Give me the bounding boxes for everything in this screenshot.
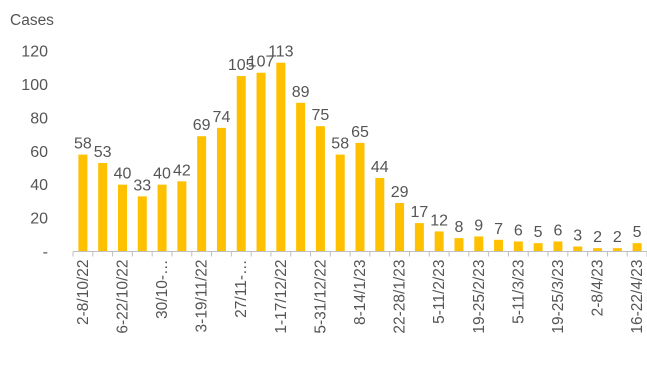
data-label: 58 bbox=[74, 136, 92, 153]
data-label: 107 bbox=[248, 54, 275, 71]
data-label: 29 bbox=[391, 184, 409, 201]
data-label: 74 bbox=[213, 109, 231, 126]
y-tick-label: 60 bbox=[30, 144, 48, 161]
data-label: 44 bbox=[371, 159, 389, 176]
bar bbox=[375, 177, 385, 252]
data-label: 2 bbox=[613, 229, 622, 246]
bar bbox=[513, 241, 523, 252]
data-label: 2 bbox=[593, 229, 602, 246]
x-tick-label: 1-17/12/22 bbox=[273, 260, 290, 334]
data-label: 3 bbox=[573, 227, 582, 244]
y-tick-label: 20 bbox=[30, 211, 48, 228]
x-tick-label: 8-14/1/23 bbox=[352, 260, 369, 326]
y-tick-label: 120 bbox=[21, 44, 48, 61]
x-tick-label: 2-8/4/23 bbox=[590, 260, 607, 317]
bar bbox=[296, 102, 306, 252]
x-axis-ticks: 2-8/10/22 6-22/10/22 30/10-… 3-19/11/22 27/1… bbox=[72, 251, 647, 334]
y-tick-label: - bbox=[43, 244, 48, 261]
bar bbox=[553, 241, 563, 252]
data-label: 40 bbox=[114, 166, 132, 183]
bar bbox=[216, 127, 226, 252]
x-tick-label: 3-19/11/22 bbox=[194, 260, 211, 333]
x-tick-label: 5-11/3/23 bbox=[510, 260, 527, 324]
bar bbox=[434, 231, 444, 252]
data-label: 113 bbox=[268, 44, 294, 61]
data-label: 7 bbox=[494, 221, 503, 238]
y-tick-label: 80 bbox=[30, 110, 48, 127]
data-label: 75 bbox=[312, 107, 330, 124]
data-label: 5 bbox=[534, 224, 543, 241]
data-label: 6 bbox=[514, 222, 523, 239]
x-tick-label: 5-31/12/22 bbox=[312, 260, 329, 334]
bar bbox=[632, 243, 642, 252]
bar bbox=[395, 203, 405, 252]
data-label: 8 bbox=[455, 219, 464, 236]
bar bbox=[414, 223, 424, 252]
bar bbox=[256, 72, 266, 252]
bar bbox=[454, 238, 464, 252]
data-label: 12 bbox=[430, 212, 448, 229]
bar bbox=[137, 196, 147, 252]
bar bbox=[573, 246, 583, 252]
bar bbox=[355, 142, 365, 252]
x-tick-label: 30/10-… bbox=[154, 260, 171, 319]
bar bbox=[335, 154, 345, 252]
bar bbox=[177, 181, 187, 252]
bar bbox=[593, 248, 603, 252]
bar bbox=[98, 162, 108, 252]
data-label: 58 bbox=[331, 136, 349, 153]
data-label: 40 bbox=[153, 166, 171, 183]
data-label: 105 bbox=[228, 57, 255, 74]
data-label: 42 bbox=[173, 162, 191, 179]
bar bbox=[78, 154, 88, 252]
data-label: 6 bbox=[553, 222, 562, 239]
y-axis-title: Cases bbox=[10, 12, 54, 29]
x-tick-label: 5-11/2/23 bbox=[431, 260, 448, 324]
x-tick-label: 22-28/1/23 bbox=[392, 260, 409, 334]
x-tick-label: 16-22/4/23 bbox=[629, 260, 646, 334]
bar bbox=[117, 184, 127, 252]
bar bbox=[474, 236, 484, 252]
x-tick-label: 19-25/2/23 bbox=[471, 260, 488, 334]
data-label: 65 bbox=[351, 124, 369, 141]
bar bbox=[494, 239, 504, 252]
y-tick-label: 40 bbox=[30, 177, 48, 194]
data-label: 89 bbox=[292, 84, 310, 101]
bar bbox=[315, 126, 325, 252]
y-tick-label: 100 bbox=[21, 77, 48, 94]
x-tick-label: 2-8/10/22 bbox=[75, 260, 92, 326]
x-tick-label: 19-25/3/23 bbox=[550, 260, 567, 334]
bars bbox=[78, 62, 642, 252]
data-label: 53 bbox=[94, 144, 112, 161]
data-label: 33 bbox=[133, 177, 151, 194]
data-label: 17 bbox=[410, 204, 428, 221]
bar bbox=[157, 184, 167, 252]
bar bbox=[236, 76, 246, 252]
bar bbox=[276, 62, 286, 252]
bar bbox=[533, 243, 543, 252]
x-tick-label: 27/11-… bbox=[233, 260, 250, 318]
bar bbox=[612, 248, 622, 252]
bar bbox=[197, 136, 207, 252]
y-axis-ticks: - 20 40 60 80 100 120 bbox=[21, 44, 48, 262]
data-label: 69 bbox=[193, 117, 211, 134]
x-tick-label: 6-22/10/22 bbox=[114, 260, 131, 334]
data-label: 9 bbox=[474, 217, 483, 234]
data-label: 5 bbox=[633, 224, 642, 241]
